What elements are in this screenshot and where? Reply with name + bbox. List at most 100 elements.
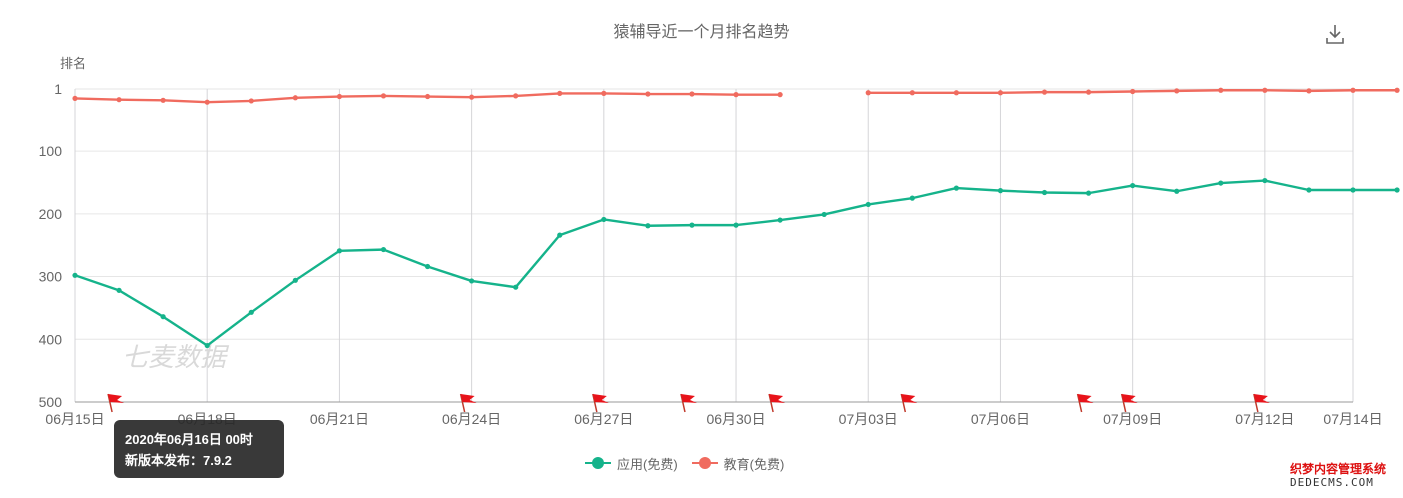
data-point bbox=[1262, 87, 1268, 93]
data-point bbox=[1085, 89, 1092, 95]
flag-pole bbox=[768, 393, 774, 413]
data-point bbox=[1130, 88, 1136, 95]
data-point bbox=[777, 217, 783, 223]
data-point bbox=[557, 90, 563, 96]
data-point bbox=[116, 287, 122, 293]
y-axis-label: 排名 bbox=[60, 56, 86, 71]
x-tick-label: 07月09日 bbox=[1103, 411, 1162, 427]
data-point bbox=[248, 98, 254, 104]
data-point bbox=[909, 90, 915, 96]
flag-icon bbox=[107, 393, 125, 413]
flag-pole bbox=[1120, 393, 1127, 413]
data-point bbox=[1218, 180, 1224, 186]
flag-cloth bbox=[1253, 394, 1270, 403]
flag-pole bbox=[107, 393, 113, 413]
flag-icon bbox=[768, 393, 786, 413]
data-point bbox=[72, 95, 78, 102]
data-point bbox=[380, 93, 387, 99]
data-point bbox=[689, 91, 695, 97]
data-point bbox=[424, 263, 431, 270]
flag-cloth bbox=[460, 394, 477, 403]
flag-cloth bbox=[769, 394, 786, 403]
data-point bbox=[248, 309, 254, 315]
data-point bbox=[424, 93, 431, 100]
x-tick-label: 06月15日 bbox=[45, 411, 104, 427]
flag-cloth bbox=[108, 394, 125, 403]
x-tick-label: 06月24日 bbox=[442, 411, 501, 427]
data-point bbox=[997, 90, 1004, 96]
legend-swatch-edu bbox=[691, 457, 718, 469]
flag-icon bbox=[1076, 393, 1094, 413]
flag-cloth bbox=[1077, 394, 1094, 403]
flag-cloth bbox=[1121, 394, 1138, 403]
series-1 bbox=[72, 87, 1400, 105]
data-point bbox=[865, 201, 871, 208]
site-watermark-line2: DEDECMS.COM bbox=[1290, 476, 1374, 489]
legend-label-edu: 教育(免费) bbox=[723, 456, 785, 472]
data-point bbox=[292, 277, 298, 283]
flag-icon bbox=[900, 393, 918, 413]
chart-title: 猿辅导近一个月排名趋势 bbox=[613, 24, 790, 41]
y-tick-label: 100 bbox=[39, 143, 63, 159]
data-point bbox=[1130, 182, 1136, 189]
download-icon[interactable] bbox=[1323, 22, 1347, 46]
flag-pole bbox=[459, 393, 466, 413]
site-watermark: 织梦内容管理系统 DEDECMS.COM bbox=[1290, 462, 1396, 492]
data-point bbox=[1218, 87, 1224, 93]
data-point bbox=[557, 232, 563, 238]
y-tick-label: 400 bbox=[39, 331, 63, 347]
legend-item-edu[interactable]: 教育(免费) bbox=[691, 454, 785, 473]
flag-pole bbox=[592, 393, 598, 413]
data-point bbox=[1306, 88, 1312, 94]
flag-icon bbox=[592, 393, 609, 413]
data-point bbox=[733, 222, 739, 228]
data-point bbox=[733, 92, 739, 98]
x-tick-label: 06月21日 bbox=[310, 411, 369, 427]
flag-pole bbox=[680, 393, 686, 413]
data-point bbox=[160, 314, 166, 320]
tooltip-date: 2020年06月16日 00时 bbox=[125, 432, 253, 447]
data-point bbox=[204, 99, 210, 105]
legend-item-app[interactable]: 应用(免费) bbox=[585, 454, 678, 473]
data-point bbox=[1041, 189, 1048, 196]
data-point bbox=[821, 211, 827, 218]
tooltip-release: 新版本发布：7.9.2 bbox=[125, 453, 232, 468]
data-point bbox=[645, 223, 651, 229]
data-point bbox=[953, 185, 959, 191]
flag-pole bbox=[900, 393, 907, 413]
data-point bbox=[204, 342, 210, 349]
y-tick-label: 1 bbox=[54, 81, 62, 97]
chart-watermark: 七麦数据 bbox=[122, 343, 230, 373]
y-tick-label: 200 bbox=[39, 206, 63, 222]
data-point bbox=[601, 90, 607, 96]
flag-icon bbox=[1253, 393, 1270, 413]
data-point bbox=[1174, 188, 1180, 194]
data-point bbox=[469, 94, 475, 100]
flag-cloth bbox=[592, 394, 609, 403]
flag-icon bbox=[680, 393, 697, 413]
flag-icon bbox=[1120, 393, 1138, 413]
data-point bbox=[909, 195, 915, 201]
x-tick-label: 07月14日 bbox=[1323, 411, 1382, 427]
data-point bbox=[513, 284, 519, 290]
flag-cloth bbox=[680, 394, 697, 403]
data-point bbox=[645, 91, 651, 97]
data-point bbox=[953, 90, 959, 96]
data-point bbox=[1174, 88, 1180, 94]
data-point bbox=[865, 90, 871, 96]
data-point bbox=[116, 97, 122, 103]
x-tick-label: 07月12日 bbox=[1235, 411, 1294, 427]
flag-icon bbox=[459, 393, 477, 413]
release-tooltip: 2020年06月16日 00时 新版本发布：7.9.2 bbox=[114, 420, 284, 478]
data-point bbox=[689, 222, 695, 228]
data-point bbox=[1262, 177, 1268, 184]
data-point bbox=[469, 278, 475, 284]
site-watermark-line1: 织梦内容管理系统 bbox=[1290, 462, 1387, 476]
y-tick-label: 500 bbox=[39, 394, 63, 410]
x-tick-label: 06月27日 bbox=[574, 411, 633, 427]
data-point bbox=[380, 246, 387, 253]
flag-pole bbox=[1253, 393, 1259, 413]
data-point bbox=[1306, 187, 1312, 193]
data-point bbox=[292, 95, 298, 101]
